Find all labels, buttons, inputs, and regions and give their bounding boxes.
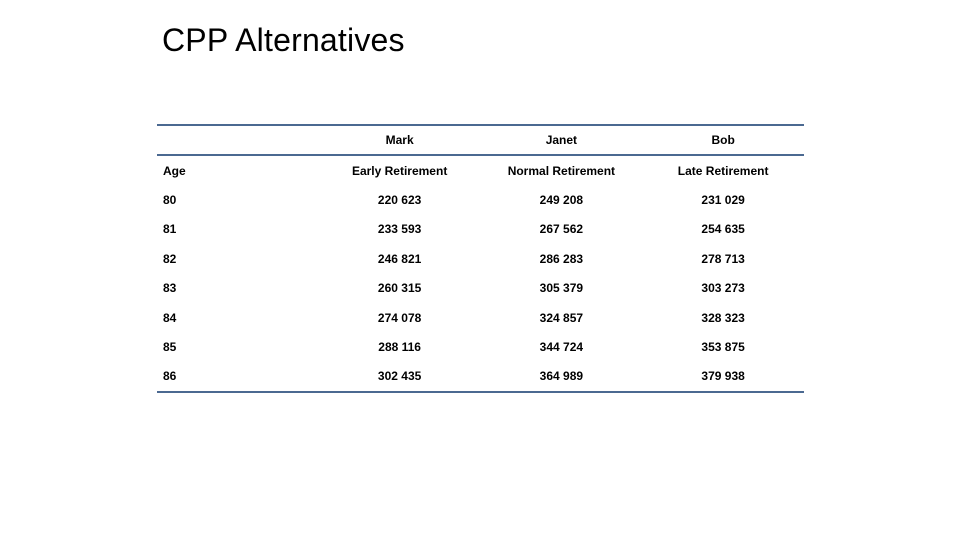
data-cell-age: 83 [163, 281, 177, 296]
col-header-age: Age [163, 163, 186, 178]
data-cell: 233 593 [377, 222, 422, 237]
data-cell: 303 273 [701, 281, 745, 296]
data-cell-age: 84 [163, 310, 177, 325]
col-header-normal-retirement: Normal Retirement [507, 163, 616, 178]
person-header-empty [157, 125, 319, 155]
person-header-mark: Mark [385, 133, 414, 147]
data-cell: 364 989 [539, 369, 584, 384]
data-cell: 267 562 [539, 222, 584, 237]
col-header-late-retirement: Late Retirement [677, 163, 769, 178]
cpp-alternatives-table: Mark Janet Bob Age Early Retirement Norm… [157, 124, 804, 393]
data-cell: 344 724 [539, 340, 584, 355]
table-row: 82 246 821 286 283 278 713 [157, 244, 804, 274]
person-header-row: Mark Janet Bob [157, 125, 804, 155]
data-cell: 288 116 [378, 340, 421, 355]
data-cell: 231 029 [701, 192, 745, 207]
table-row: 84 274 078 324 857 328 323 [157, 303, 804, 333]
data-cell: 260 315 [377, 281, 422, 296]
data-cell-age: 86 [163, 369, 177, 384]
table-row: 83 260 315 305 379 303 273 [157, 274, 804, 304]
data-cell: 220 623 [377, 192, 422, 207]
data-cell-age: 82 [163, 251, 177, 266]
column-header-row: Age Early Retirement Normal Retirement L… [157, 155, 804, 185]
table-row: 86 302 435 364 989 379 938 [157, 362, 804, 392]
table-row: 85 288 116 344 724 353 875 [157, 333, 804, 363]
data-cell: 249 208 [539, 192, 584, 207]
data-cell: 286 283 [539, 251, 584, 266]
data-cell: 353 875 [701, 340, 745, 355]
data-cell-age: 85 [163, 340, 177, 355]
slide-title: CPP Alternatives [162, 22, 405, 58]
data-cell: 324 857 [539, 310, 584, 325]
col-header-early-retirement: Early Retirement [351, 163, 448, 178]
table-row: 81 233 593 267 562 254 635 [157, 215, 804, 245]
data-cell: 302 435 [377, 369, 422, 384]
data-cell: 379 938 [701, 369, 745, 384]
data-cell: 254 635 [701, 222, 745, 237]
person-header-bob: Bob [711, 133, 735, 147]
data-cell: 305 379 [539, 281, 584, 296]
data-cell-age: 80 [163, 192, 177, 207]
table-row: 80 220 623 249 208 231 029 [157, 185, 804, 215]
data-cell: 246 821 [377, 251, 422, 266]
person-header-janet: Janet [545, 133, 578, 147]
data-cell: 278 713 [701, 251, 745, 266]
data-cell: 274 078 [377, 310, 422, 325]
data-cell: 328 323 [701, 310, 745, 325]
data-cell-age: 81 [163, 222, 177, 237]
